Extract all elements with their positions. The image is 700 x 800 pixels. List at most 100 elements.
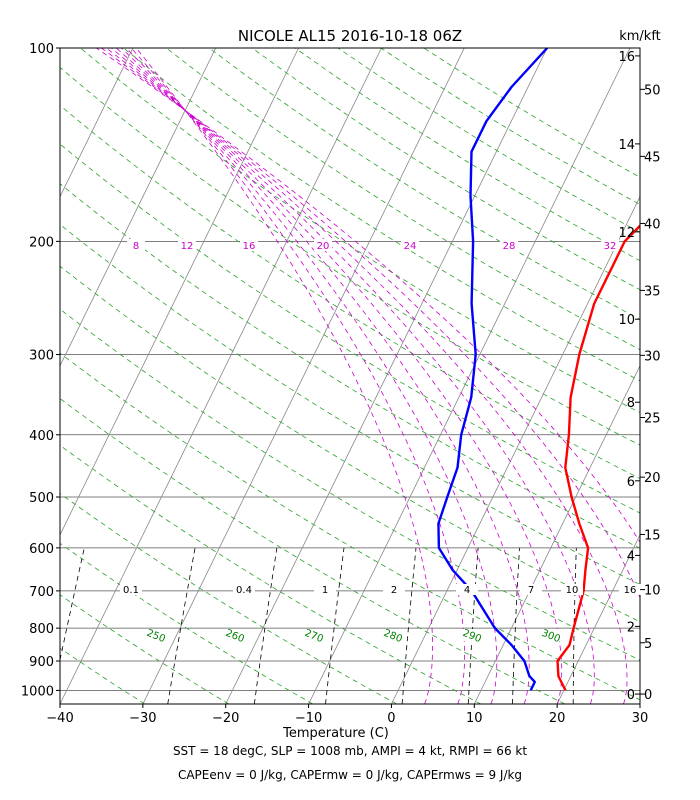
moist-adiabat-label-bg (314, 239, 332, 251)
isotherm-line (391, 195, 640, 704)
dry-adiabat-line (60, 265, 640, 623)
mixing-ratio-line (467, 547, 479, 704)
isotherm-line (0, 48, 50, 704)
moist-adiabat-line (116, 48, 563, 704)
temperature-tick-label: 20 (549, 711, 566, 726)
dry-adiabat-line (423, 48, 640, 178)
mixing-ratio-label-bg (561, 584, 583, 595)
isotherm-line (556, 533, 640, 704)
mixing-ratio-label-bg (619, 584, 641, 595)
dry-adiabat-label-bg (538, 629, 564, 641)
pressure-tick-label: 800 (29, 622, 54, 637)
moist-adiabat-label: 28 (503, 241, 516, 252)
km-tick-label: 14 (618, 138, 635, 153)
km-tick-label: 2 (627, 620, 635, 635)
dry-adiabat-line (60, 647, 145, 704)
km-tick-label: 0 (627, 688, 635, 703)
km-tick-label: 16 (618, 50, 635, 65)
caption-line-2: CAPEenv = 0 J/kg, CAPErmw = 0 J/kg, CAPE… (177, 768, 523, 782)
isotherm-line (60, 48, 217, 367)
dry-adiabat-line (60, 224, 640, 585)
kft-tick-label: 0 (644, 688, 652, 703)
kft-tick-label: 5 (644, 637, 652, 652)
x-axis-label: Temperature (C) (282, 726, 389, 741)
pressure-tick-label: 400 (29, 429, 54, 444)
mixing-ratio-line (325, 547, 345, 704)
dry-adiabat-label-bg (459, 629, 485, 641)
moist-adiabat-line (125, 48, 498, 704)
isotherm-line (639, 703, 640, 704)
moist-adiabat-label-bg (500, 239, 518, 251)
kft-tick-label: 30 (644, 349, 661, 364)
mixing-ratio-label: 0.4 (236, 585, 252, 596)
isotherm-line (142, 48, 465, 704)
moist-adiabat-label-bg (127, 239, 145, 251)
kft-tick-label: 45 (644, 150, 661, 165)
mixing-ratio-line (167, 547, 196, 704)
isotherm-line (60, 48, 382, 704)
kft-tick-label: 15 (644, 528, 661, 543)
moist-adiabat-label: 16 (243, 241, 256, 252)
moist-adiabat-label-bg (601, 239, 619, 251)
dry-adiabat-line (60, 352, 640, 701)
dry-adiabat-line (60, 66, 640, 446)
temperature-tick-label: −40 (46, 711, 73, 726)
km-tick-label: 10 (618, 313, 635, 328)
mixing-ratio-label: 7 (528, 585, 534, 596)
moist-adiabat-label-bg (401, 239, 419, 251)
mixing-ratio-label: 0.1 (123, 585, 139, 596)
kft-tick-label: 20 (644, 471, 661, 486)
pressure-tick-label: 100 (29, 42, 54, 57)
mixing-ratio-label-bg (314, 584, 336, 595)
pressure-tick-label: 900 (29, 655, 54, 670)
dry-adiabat-line (60, 104, 640, 480)
mixing-ratio-label-bg (120, 584, 142, 595)
dry-adiabat-line (60, 398, 565, 704)
moist-adiabat-label: 32 (604, 241, 617, 252)
moist-adiabat-line (130, 48, 465, 704)
isotherm-line (60, 48, 299, 536)
dry-adiabat-line (60, 493, 397, 704)
temperature-tick-label: 30 (632, 711, 649, 726)
mixing-ratio-label: 4 (464, 585, 470, 596)
isotherm-line (225, 48, 548, 704)
chart-title: NICOLE AL15 2016-10-18 06Z (238, 27, 462, 45)
kft-tick-label: 50 (644, 83, 661, 98)
km-tick-label: 12 (618, 226, 635, 241)
pressure-tick-label: 600 (29, 542, 54, 557)
dry-adiabat-line (60, 308, 640, 661)
dry-adiabat-label-bg (380, 629, 406, 641)
mixing-ratio-label-bg (456, 584, 478, 595)
kft-tick-label: 10 (644, 584, 661, 599)
mixing-ratio-line (60, 547, 85, 662)
pressure-tick-label: 500 (29, 491, 54, 506)
pressure-tick-label: 300 (29, 348, 54, 363)
dry-adiabat-line (60, 594, 229, 704)
pressure-tick-label: 700 (29, 585, 54, 600)
km-tick-label: 8 (627, 396, 635, 411)
mixing-ratio-label-bg (233, 584, 255, 595)
moist-adiabat-line (121, 48, 530, 704)
height-unit-label: km/kft (619, 29, 661, 44)
km-tick-label: 6 (627, 475, 635, 490)
dry-adiabat-line (60, 183, 640, 549)
moist-adiabat-label: 12 (181, 241, 194, 252)
profile-lines (437, 48, 640, 691)
isotherm-line (473, 364, 640, 704)
dry-adiabat-label-bg (301, 629, 327, 641)
dry-adiabat-line (80, 48, 640, 414)
mixing-ratio-label: 16 (624, 585, 637, 596)
dewpoint-line (437, 48, 549, 691)
dry-adiabat-line (123, 48, 640, 382)
moist-adiabat-label-bg (178, 239, 196, 251)
temperature-tick-label: −30 (129, 711, 156, 726)
dry-adiabat-label-bg (222, 629, 248, 641)
mixing-ratio-label-bg (383, 584, 405, 595)
mixing-ratio-line (572, 547, 577, 704)
dry-adiabat-line (294, 48, 640, 262)
dry-adiabat-line (60, 542, 313, 704)
moist-adiabat-label: 24 (404, 241, 417, 252)
moist-adiabat-label: 20 (317, 241, 330, 252)
